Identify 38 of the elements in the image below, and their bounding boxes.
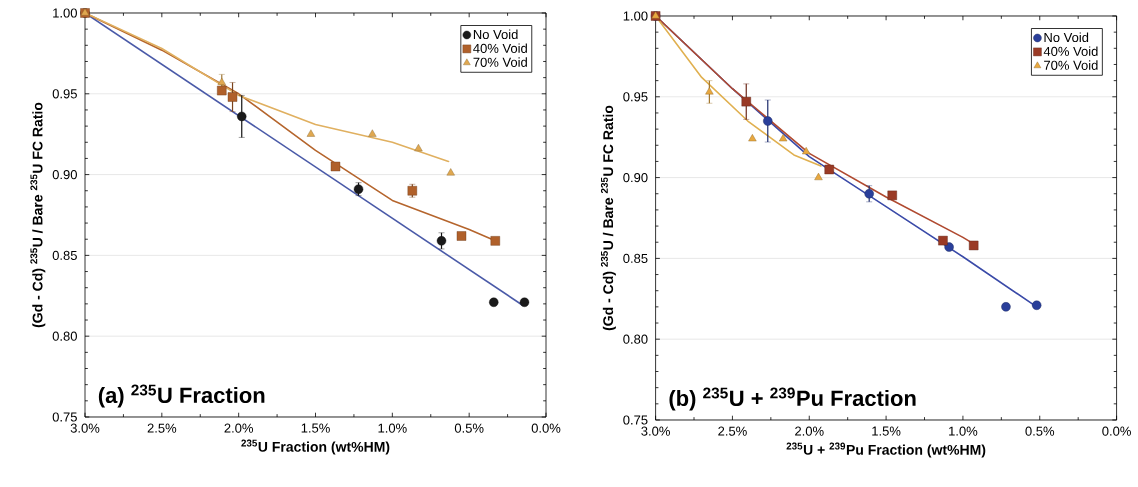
x-tick-label: 2.5% [718, 426, 747, 436]
legend-label: No Void [473, 29, 518, 40]
legend-label: 40% Void [473, 43, 527, 53]
y-tick-label: 0.75 [623, 415, 648, 425]
annotation: (a) $^{235}$U Fraction [98, 384, 265, 408]
y-tick-label: 1.00 [623, 11, 648, 21]
legend-label: No Void [1044, 32, 1089, 43]
y-tick-label: 1.00 [53, 8, 77, 18]
legend-label: 40% Void [1043, 46, 1098, 56]
y-tick-label: 0.90 [623, 172, 648, 183]
x-tick-label: 1.5% [301, 423, 330, 433]
x-tick-label: 1.0% [949, 426, 978, 436]
x-tick-label: 2.0% [795, 426, 824, 436]
legend-label: 70% Void [473, 57, 527, 67]
x-tick-label: 3.0% [641, 426, 670, 436]
x-axis-title: $^{235}$U + $^{239}$Pu Fraction (wt%HM) [786, 442, 986, 458]
x-tick-label: 3.0% [70, 423, 100, 433]
x-axis-title: $^{235}$U Fraction (wt%HM) [241, 439, 390, 455]
y-tick-label: 0.95 [623, 92, 648, 102]
y-axis-title: (Gd - Cd) $^{235}$U / Bare $^{235}$U FC Ratio [600, 105, 616, 331]
x-tick-label: 0.5% [1025, 426, 1055, 436]
x-tick-label: 1.5% [872, 426, 901, 436]
y-tick-label: 0.95 [52, 89, 77, 99]
legend-label: 70% Void [1044, 60, 1098, 70]
x-tick-label: 0.5% [454, 423, 484, 433]
x-tick-label: 2.5% [147, 423, 177, 433]
y-tick-label: 0.85 [623, 253, 648, 263]
y-axis-title: (Gd - Cd) $^{235}$U / Bare $^{235}$U FC Ratio [30, 102, 46, 328]
y-tick-label: 0.85 [52, 250, 77, 260]
x-tick-label: 0.0% [1102, 426, 1131, 436]
x-tick-label: 1.0% [378, 423, 407, 433]
y-tick-label: 0.90 [52, 169, 77, 180]
y-tick-label: 0.80 [623, 334, 648, 344]
y-tick-label: 0.75 [52, 412, 77, 422]
x-tick-label: 0.0% [531, 423, 561, 433]
annotation: (b) $^{235}$U + $^{239}$Pu Fraction [669, 387, 916, 411]
x-tick-label: 2.0% [224, 423, 254, 433]
y-tick-label: 0.80 [52, 331, 77, 341]
